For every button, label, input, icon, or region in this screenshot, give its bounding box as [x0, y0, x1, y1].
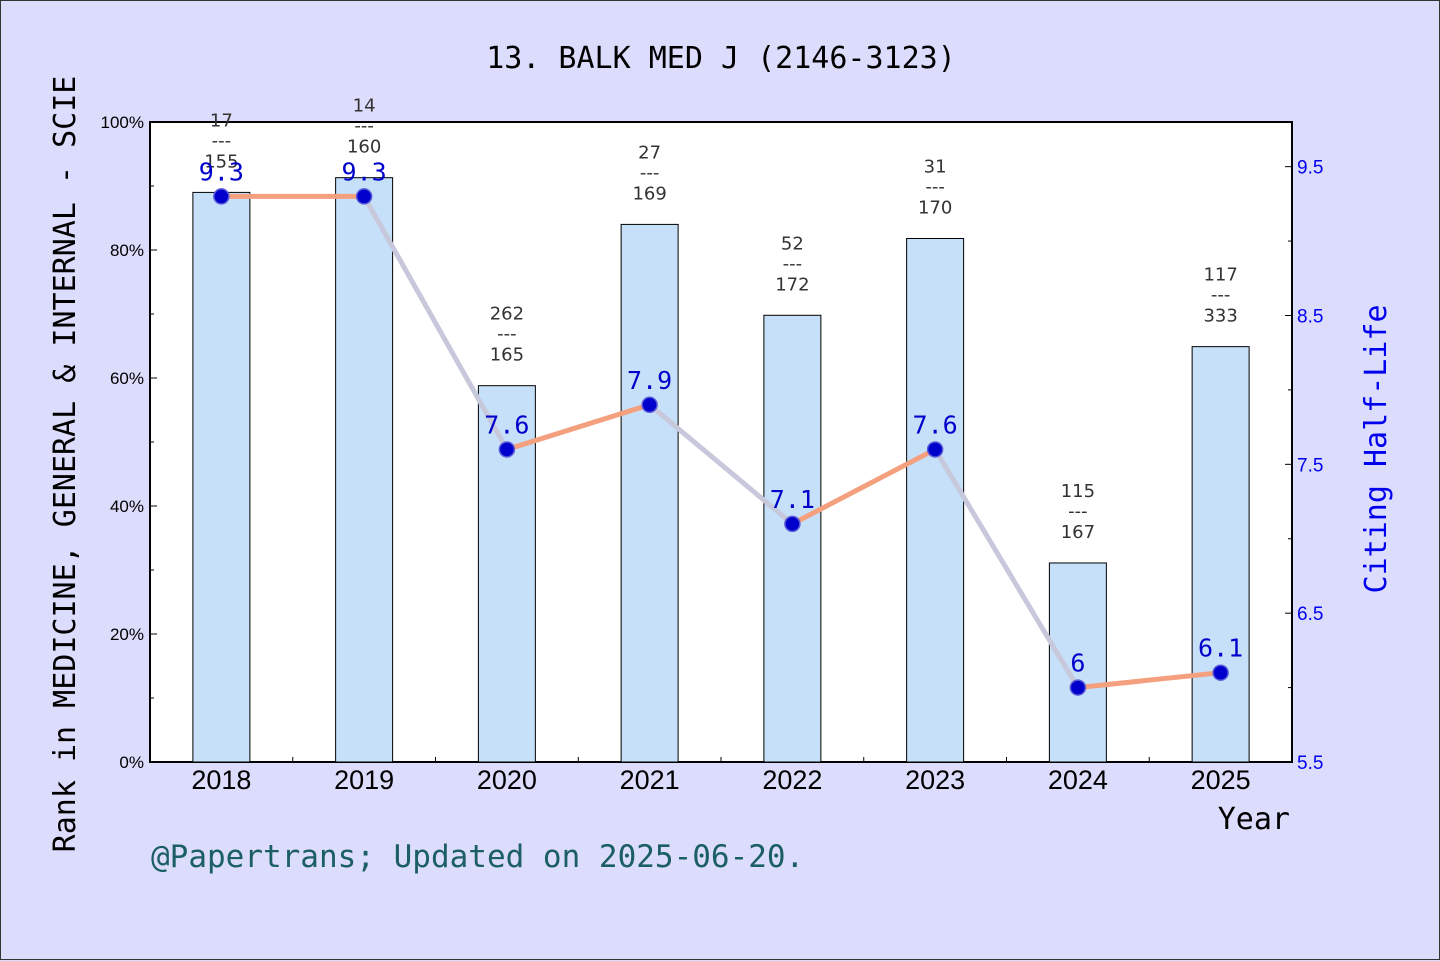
x-tick-label: 2023: [905, 765, 965, 795]
bar: [906, 237, 965, 763]
bar-rank-label: 27: [638, 142, 661, 163]
bar-rank-separator: ---: [783, 253, 803, 274]
half-life-value-label: 7.9: [627, 366, 672, 395]
half-life-line-segment: [932, 446, 1081, 691]
bar-total-label: 155: [204, 151, 238, 172]
bar-rank-label: 17: [210, 110, 233, 131]
half-life-value-label: 6.1: [1198, 634, 1243, 663]
y-tick-label: 0%: [119, 753, 144, 772]
x-tick-label: 2024: [1048, 765, 1108, 795]
x-tick-label: 2022: [762, 765, 822, 795]
bar-rank-separator: ---: [354, 116, 374, 137]
half-life-value-label: 7.6: [913, 410, 958, 439]
y2-tick-label: 7.5: [1297, 455, 1323, 476]
footnote: @Papertrans; Updated on 2025-06-20.: [151, 839, 804, 875]
plot-area: [149, 121, 1293, 763]
bar-rank-label: 262: [490, 304, 524, 325]
half-life-value-label: 6: [1070, 649, 1085, 678]
half-life-value-label: 7.1: [770, 485, 815, 514]
bar-rank-label: 31: [924, 156, 947, 177]
bar-rank-label: 52: [781, 233, 804, 254]
bar-total-label: 160: [347, 137, 381, 158]
half-life-marker: [1069, 679, 1087, 696]
half-life-marker: [213, 188, 230, 205]
y-tick-label: 20%: [110, 625, 144, 644]
bar-total-label: 172: [775, 274, 809, 295]
bar-rank-separator: ---: [1068, 501, 1088, 522]
x-axis-label: Year: [1218, 802, 1290, 837]
bar: [335, 177, 394, 763]
half-life-marker: [498, 441, 516, 458]
bar-rank-separator: ---: [212, 130, 232, 151]
half-life-marker: [355, 188, 373, 205]
bar-total-label: 169: [632, 183, 666, 204]
bar-rank-separator: ---: [497, 324, 517, 345]
half-life-line-segment: [361, 193, 510, 452]
half-life-line-segment: [789, 446, 938, 527]
x-tick-label: 2025: [1191, 765, 1251, 795]
y2-tick-label: 5.5: [1297, 753, 1323, 774]
half-life-line-segment: [647, 402, 795, 527]
bar-rank-label: 115: [1061, 481, 1095, 502]
bar-total-label: 165: [490, 345, 524, 366]
bar: [1048, 562, 1107, 763]
bar: [477, 385, 536, 763]
bar-rank-separator: ---: [640, 162, 660, 183]
half-life-line-segment: [1075, 670, 1224, 691]
bar: [192, 191, 251, 763]
y2-tick-label: 9.5: [1297, 158, 1323, 179]
y-tick-label: 100%: [101, 113, 144, 132]
y-axis-label-right: Citing Half-Life: [1359, 305, 1394, 594]
x-tick-label: 2021: [620, 765, 680, 795]
x-tick-label: 2020: [477, 765, 537, 795]
half-life-marker: [926, 441, 944, 458]
bar-rank-separator: ---: [1211, 285, 1231, 306]
chart-title: 13. BALK MED J (2146-3123): [486, 41, 956, 76]
x-tick-label: 2019: [334, 765, 394, 795]
half-life-line-segment: [504, 402, 653, 452]
half-life-marker: [641, 396, 658, 414]
half-life-value-label: 9.3: [342, 157, 387, 186]
bar-rank-separator: ---: [925, 176, 945, 197]
bar-total-label: 333: [1203, 306, 1237, 327]
y-axis-label-left: Rank in MEDICINE, GENERAL & INTERNAL - S…: [48, 76, 83, 853]
half-life-value-label: 7.6: [484, 410, 529, 439]
y2-tick-label: 8.5: [1297, 306, 1323, 327]
y-tick-label: 80%: [110, 241, 144, 260]
y-tick-label: 60%: [110, 369, 144, 388]
bar-total-label: 167: [1061, 522, 1095, 543]
bar: [763, 314, 822, 763]
bar-rank-label: 117: [1203, 265, 1237, 286]
y-tick-label: 40%: [110, 497, 144, 516]
half-life-marker: [784, 515, 801, 533]
y2-tick-label: 6.5: [1297, 604, 1323, 625]
x-tick-label: 2018: [191, 765, 251, 795]
bar: [1191, 346, 1250, 763]
bar-total-label: 170: [918, 197, 952, 218]
half-life-value-label: 9.3: [199, 157, 244, 186]
bar: [620, 223, 679, 763]
bar-rank-label: 14: [353, 96, 376, 117]
half-life-marker: [1212, 664, 1229, 681]
